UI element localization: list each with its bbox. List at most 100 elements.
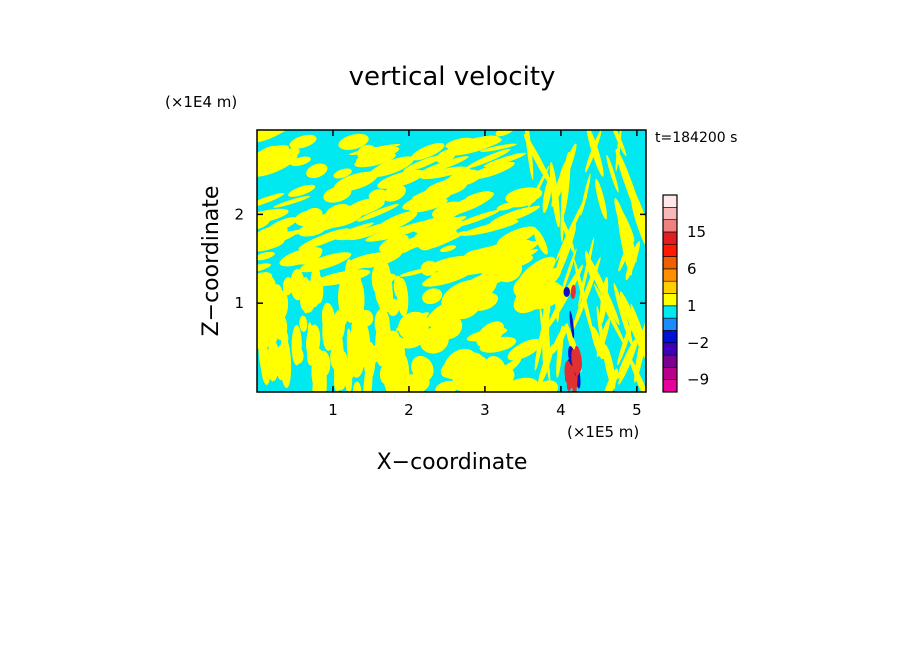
field-patch [571, 257, 601, 333]
colorbar-label: −2 [687, 334, 709, 352]
field-patch [273, 195, 311, 208]
field-patch [288, 184, 316, 197]
field-patch [443, 191, 494, 216]
field-patch [377, 281, 394, 313]
field-patch [338, 133, 369, 150]
field-patch [445, 137, 474, 149]
field-patch [455, 268, 474, 278]
field-patch [369, 156, 415, 178]
field-patch [466, 327, 508, 342]
field-patch [533, 228, 548, 255]
field-patch [566, 360, 574, 389]
field-patch [479, 336, 517, 353]
field-patch [569, 310, 575, 339]
field-patch [634, 191, 646, 244]
field-patch [266, 217, 298, 234]
colorbar-label: 15 [687, 223, 706, 241]
field-patch [615, 130, 622, 172]
field-patch [440, 352, 483, 379]
field-patch [257, 320, 267, 351]
x-unit-label: (×1E5 m) [567, 423, 639, 441]
field-patch [617, 336, 638, 380]
colorbar-swatch [662, 367, 678, 380]
field-patch [617, 318, 634, 366]
field-patch [517, 256, 556, 290]
field-patch [289, 134, 317, 149]
field-patch [614, 198, 637, 263]
colorbar-swatch [662, 317, 678, 331]
field-patch [436, 314, 463, 340]
velocity-field [257, 130, 646, 392]
field-patch [501, 377, 539, 392]
plot-area [256, 129, 647, 393]
colorbar-swatch [662, 231, 678, 245]
field-patch [257, 251, 275, 261]
x-tick-label: 1 [328, 401, 338, 419]
field-patch [555, 195, 588, 262]
y-tick-label: 2 [234, 205, 244, 223]
field-patch [395, 312, 430, 332]
x-tick-label: 3 [480, 401, 490, 419]
x-tick-label: 5 [632, 401, 642, 419]
field-patch [389, 239, 414, 254]
colorbar: −9 −2 1 6 15 [662, 194, 709, 393]
field-patch [478, 245, 503, 259]
field-patch [257, 192, 285, 208]
field-patch [290, 156, 311, 167]
field-patch [428, 216, 451, 233]
y-axis: 12 [234, 205, 646, 312]
field-patch [507, 338, 542, 361]
chart-title: vertical velocity [349, 62, 556, 92]
field-patch [299, 315, 308, 332]
field-patch [496, 226, 537, 248]
field-patch [257, 208, 289, 225]
field-patch [348, 143, 401, 156]
field-patch [297, 214, 335, 235]
field-patch [330, 342, 345, 371]
field-patch [490, 207, 531, 225]
y-unit-label: (×1E4 m) [165, 93, 237, 111]
field-patch [422, 288, 443, 305]
field-patch [634, 317, 646, 383]
field-patch [279, 336, 292, 389]
field-patch [375, 315, 391, 367]
field-patch [282, 147, 300, 159]
colorbar-label: 1 [687, 297, 697, 315]
field-patch [559, 248, 577, 299]
time-label: t=184200 s [655, 130, 737, 146]
field-patch [523, 277, 547, 295]
field-patch [351, 199, 372, 210]
field-patch [465, 191, 491, 200]
field-patch [539, 306, 551, 383]
field-patch [420, 166, 467, 180]
y-axis-label: Z−coordinate [199, 186, 224, 337]
colorbar-swatch [662, 207, 678, 220]
colorbar-label: −9 [687, 371, 709, 389]
field-patch [341, 174, 365, 189]
field-patch [416, 156, 469, 176]
field-patch [465, 254, 511, 275]
field-patch [563, 286, 570, 297]
field-patch [333, 168, 352, 179]
field-patch [410, 142, 445, 161]
field-patch [364, 341, 376, 381]
colorbar-swatch [662, 194, 678, 208]
field-patch [353, 381, 362, 392]
colorbar-swatch [662, 268, 678, 282]
field-patch [480, 143, 517, 152]
field-patch [332, 228, 367, 241]
field-patch [354, 152, 396, 168]
field-patch [440, 245, 457, 253]
colorbar-swatch [662, 293, 678, 307]
x-tick-label: 4 [556, 401, 566, 419]
field-patch [334, 367, 342, 392]
field-patch [447, 169, 481, 186]
field-patch [542, 177, 552, 213]
field-patch [596, 318, 610, 358]
field-patch [553, 224, 577, 283]
field-patch [382, 184, 406, 202]
x-tick-label: 2 [404, 401, 414, 419]
field-patch [441, 279, 483, 310]
